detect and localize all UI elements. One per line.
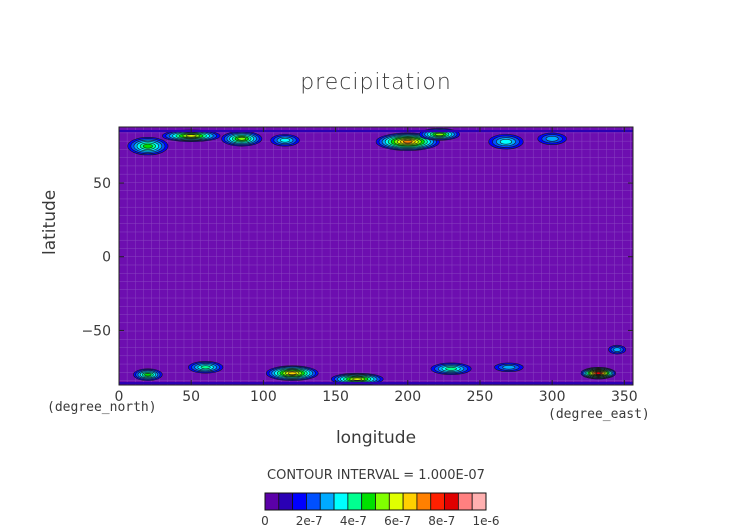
colorbar-tick-label: 1e-6 bbox=[473, 514, 500, 528]
plot-background bbox=[119, 127, 633, 385]
x-tick-label: 200 bbox=[394, 389, 421, 405]
precip-feature bbox=[127, 137, 169, 156]
y-tick-label: −50 bbox=[81, 323, 111, 339]
x-axis-label: longitude bbox=[335, 428, 417, 448]
contour-band bbox=[142, 143, 153, 149]
colorbar-tick-label: 2e-7 bbox=[296, 514, 323, 528]
contour-band bbox=[499, 138, 513, 145]
polar-band-south bbox=[119, 382, 633, 385]
polar-band-north bbox=[119, 129, 633, 133]
colorbar-swatch bbox=[361, 492, 376, 511]
precip-feature bbox=[265, 365, 319, 381]
colorbar-swatch bbox=[402, 492, 418, 511]
precip-feature bbox=[580, 367, 616, 380]
colorbar-swatch bbox=[264, 492, 280, 511]
x-axis-unit: (degree_east) bbox=[548, 407, 650, 422]
precip-feature bbox=[330, 372, 384, 386]
contour-band bbox=[595, 371, 601, 375]
colorbar-tick-label: 4e-7 bbox=[340, 514, 367, 528]
colorbar-swatch bbox=[306, 492, 321, 511]
colorbar-tick-label: 8e-7 bbox=[428, 514, 455, 528]
contour-band bbox=[545, 135, 559, 142]
colorbar-swatch bbox=[416, 492, 432, 511]
contour-band bbox=[200, 365, 211, 370]
colorbar-swatch bbox=[319, 492, 335, 511]
x-tick-label: 100 bbox=[250, 389, 277, 405]
contour-band bbox=[144, 373, 152, 377]
contour-band bbox=[402, 140, 413, 144]
precip-feature bbox=[375, 132, 440, 151]
colorbar-swatch bbox=[278, 492, 294, 511]
colorbar-swatch bbox=[347, 492, 363, 511]
colorbar-tick-label: 6e-7 bbox=[384, 514, 411, 528]
contour-band bbox=[352, 377, 363, 381]
precip-feature bbox=[162, 129, 221, 143]
colorbar-swatch bbox=[430, 492, 445, 511]
colorbar-swatch bbox=[444, 492, 459, 511]
y-tick-label: 0 bbox=[102, 250, 111, 266]
y-tick-label: 50 bbox=[93, 176, 111, 192]
y-axis-label: latitude bbox=[40, 189, 60, 255]
model-grid bbox=[118, 127, 633, 385]
precip-feature bbox=[430, 362, 472, 375]
colorbar-swatch bbox=[375, 492, 390, 511]
precip-feature bbox=[188, 361, 224, 374]
x-tick-label: 350 bbox=[611, 389, 638, 405]
contour-band bbox=[237, 137, 247, 141]
x-tick-label: 0 bbox=[115, 389, 124, 405]
contour-band bbox=[435, 132, 444, 136]
y-axis-unit: (degree_north) bbox=[47, 400, 157, 415]
contour-band bbox=[613, 347, 622, 352]
precip-feature bbox=[494, 362, 524, 373]
colorbar-swatch bbox=[471, 492, 487, 511]
x-tick-label: 300 bbox=[539, 389, 566, 405]
precip-feature bbox=[221, 131, 263, 147]
colorbar-swatch bbox=[388, 492, 404, 511]
colorbar-tick-label: 0 bbox=[261, 514, 269, 528]
precip-feature bbox=[270, 134, 300, 147]
contour-band bbox=[445, 366, 457, 371]
plot-frame bbox=[118, 126, 634, 386]
contour-band bbox=[279, 138, 291, 143]
x-tick-label: 250 bbox=[467, 389, 494, 405]
colorbar-swatch bbox=[292, 492, 307, 511]
x-tick-label: 50 bbox=[182, 389, 200, 405]
precip-feature bbox=[537, 132, 567, 145]
colorbar-swatch bbox=[333, 492, 349, 511]
contour-band bbox=[185, 134, 197, 138]
contour-interval-text: CONTOUR INTERVAL = 1.000E-07 bbox=[267, 468, 485, 483]
x-tick-label: 150 bbox=[322, 389, 349, 405]
colorbar-frame bbox=[264, 492, 487, 511]
colorbar-swatch bbox=[457, 492, 473, 511]
chart-title: precipitation bbox=[300, 70, 452, 95]
contour-band bbox=[287, 371, 297, 375]
precip-feature bbox=[488, 134, 524, 150]
precip-feature bbox=[608, 344, 627, 355]
contour-band bbox=[502, 365, 516, 370]
precip-feature bbox=[133, 368, 163, 381]
